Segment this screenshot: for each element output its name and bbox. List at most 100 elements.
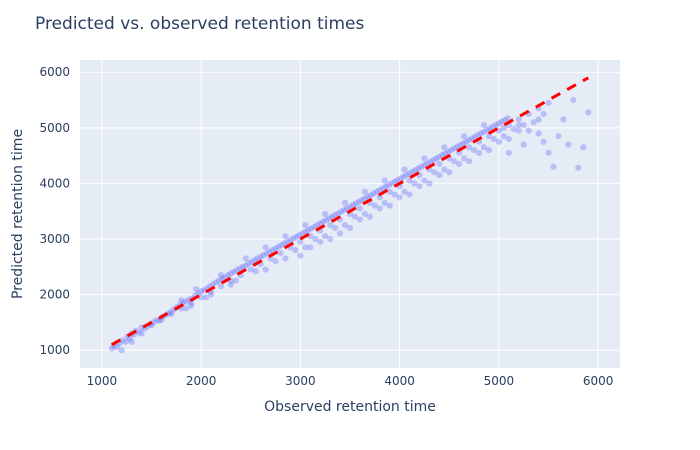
scatter-point bbox=[168, 310, 175, 318]
scatter-point bbox=[311, 223, 318, 230]
scatter-point bbox=[195, 290, 202, 297]
scatter-point bbox=[401, 188, 408, 195]
scatter-point bbox=[282, 255, 289, 262]
y-tick-label: 2000 bbox=[39, 288, 70, 302]
scatter-point bbox=[257, 253, 264, 260]
scatter-point bbox=[202, 294, 210, 301]
scatter-point bbox=[415, 165, 422, 172]
scatter-point bbox=[486, 125, 494, 132]
scatter-point bbox=[370, 190, 377, 197]
scatter-point bbox=[501, 116, 508, 124]
scatter-point bbox=[364, 193, 371, 200]
scatter-point bbox=[312, 235, 319, 243]
scatter-point bbox=[355, 198, 363, 205]
scatter-point bbox=[227, 270, 234, 277]
scatter-point bbox=[441, 144, 448, 151]
scatter-point bbox=[471, 133, 479, 140]
x-axis-label: Observed retention time bbox=[264, 399, 436, 415]
scatter-point bbox=[262, 244, 269, 251]
scatter-point bbox=[431, 169, 438, 176]
scatter-point bbox=[209, 280, 217, 288]
scatter-point bbox=[198, 288, 205, 295]
scatter-point bbox=[320, 218, 327, 225]
scatter-point bbox=[480, 144, 488, 151]
scatter-point bbox=[525, 127, 532, 134]
scatter-point bbox=[480, 128, 488, 135]
scatter-point bbox=[535, 130, 542, 137]
scatter-point bbox=[183, 305, 190, 312]
scatter-point bbox=[466, 136, 473, 144]
scatter-point bbox=[500, 133, 507, 140]
scatter-point bbox=[317, 220, 324, 227]
y-tick-label: 1000 bbox=[39, 343, 70, 357]
scatter-point bbox=[302, 222, 309, 229]
scatter-point bbox=[227, 281, 234, 288]
scatter-point bbox=[500, 124, 507, 131]
scatter-point bbox=[504, 115, 511, 122]
scatter-point bbox=[520, 121, 527, 129]
scatter-point bbox=[530, 119, 537, 126]
scatter-point bbox=[565, 141, 572, 148]
scatter-point bbox=[403, 171, 410, 179]
scatter-point bbox=[456, 160, 463, 168]
scatter-point bbox=[397, 175, 404, 182]
x-tick-label: 2000 bbox=[186, 374, 217, 388]
scatter-point bbox=[168, 308, 175, 315]
scatter-point bbox=[337, 208, 345, 215]
scatter-point bbox=[119, 337, 126, 344]
scatter-point bbox=[254, 255, 261, 262]
scatter-point bbox=[545, 149, 552, 156]
scatter-point bbox=[272, 258, 279, 265]
scatter-point bbox=[323, 217, 330, 224]
scatter-point bbox=[396, 194, 403, 201]
scatter-point bbox=[193, 285, 200, 293]
scatter-point bbox=[442, 150, 449, 157]
scatter-point bbox=[327, 222, 334, 229]
scatter-point bbox=[386, 202, 393, 209]
scatter-point bbox=[327, 235, 334, 243]
scatter-point bbox=[376, 194, 383, 201]
scatter-point bbox=[242, 262, 249, 269]
x-tick-label: 4000 bbox=[384, 374, 415, 388]
scatter-point bbox=[297, 252, 304, 259]
scatter-point bbox=[580, 144, 587, 151]
scatter-point bbox=[379, 185, 386, 192]
scatter-point bbox=[346, 203, 354, 210]
scatter-point bbox=[381, 199, 388, 206]
scatter-point bbox=[230, 268, 237, 275]
scatter-point bbox=[468, 135, 476, 142]
scatter-point bbox=[212, 279, 220, 286]
scatter-point bbox=[366, 213, 373, 220]
scatter-point bbox=[138, 330, 145, 337]
scatter-point bbox=[463, 138, 470, 145]
scatter-point bbox=[461, 155, 468, 162]
scatter-point bbox=[122, 338, 129, 345]
scatter-point bbox=[297, 238, 304, 245]
scatter-point bbox=[430, 156, 437, 164]
scatter-point bbox=[233, 267, 240, 274]
scatter-point bbox=[406, 170, 413, 177]
scatter-point bbox=[361, 210, 368, 218]
y-tick-label: 4000 bbox=[39, 176, 70, 190]
scatter-point bbox=[376, 205, 383, 212]
scatter-point bbox=[275, 243, 282, 250]
scatter-point bbox=[505, 149, 512, 156]
scatter-point bbox=[412, 166, 419, 174]
scatter-point bbox=[302, 228, 309, 235]
scatter-point bbox=[436, 160, 443, 168]
scatter-point bbox=[416, 183, 423, 190]
scatter-point bbox=[292, 247, 299, 254]
scatter-point bbox=[400, 173, 407, 180]
scatter-point bbox=[505, 135, 512, 143]
scatter-point bbox=[242, 255, 249, 262]
scatter-point bbox=[332, 224, 339, 231]
scatter-point bbox=[183, 298, 190, 305]
scatter-point bbox=[406, 191, 413, 198]
scatter-point bbox=[247, 266, 254, 273]
x-tick-label: 3000 bbox=[285, 374, 316, 388]
scatter-point bbox=[334, 210, 342, 217]
scatter-point bbox=[341, 222, 349, 229]
scatter-point bbox=[515, 121, 522, 129]
scatter-point bbox=[296, 232, 303, 239]
y-tick-label: 5000 bbox=[39, 121, 70, 135]
